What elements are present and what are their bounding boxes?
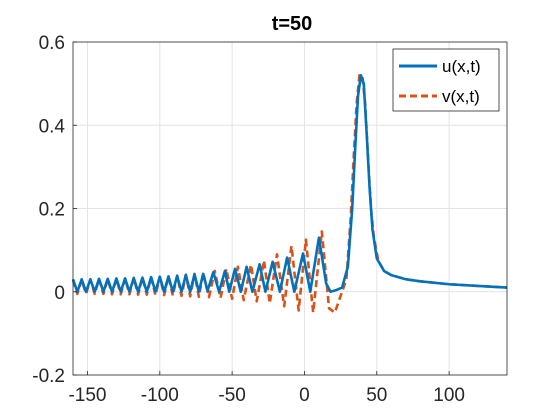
y-tick-label: 0.4 bbox=[39, 116, 66, 137]
series-group bbox=[71, 74, 508, 314]
legend-label-u: u(x,t) bbox=[442, 57, 481, 76]
y-tick-label: -0.2 bbox=[32, 366, 65, 387]
x-tick-label: 0 bbox=[299, 385, 310, 406]
x-tick-label: 50 bbox=[366, 385, 387, 406]
y-tick-label: 0.2 bbox=[39, 200, 65, 221]
legend-box bbox=[392, 48, 500, 112]
x-tick-label: -100 bbox=[141, 385, 179, 406]
ticks: -150 -100 -50 0 50 100 -0.2 0 0.2 0.4 0.6 bbox=[32, 33, 465, 406]
x-tick-label: -150 bbox=[68, 385, 106, 406]
legend-label-v: v(x,t) bbox=[442, 87, 480, 106]
x-tick-label: 100 bbox=[433, 385, 465, 406]
y-tick-label: 0.6 bbox=[39, 33, 65, 54]
series-line-u bbox=[71, 74, 508, 294]
x-tick-label: -50 bbox=[218, 385, 245, 406]
legend: u(x,t) v(x,t) bbox=[392, 48, 500, 112]
chart-title: t=50 bbox=[272, 13, 313, 35]
y-tick-label: 0 bbox=[54, 283, 65, 304]
